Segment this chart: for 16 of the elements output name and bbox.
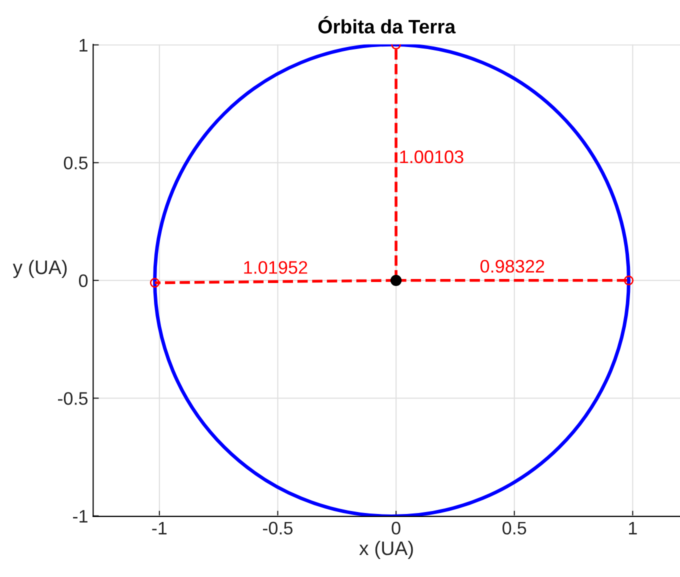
chart-title: Órbita da Terra — [318, 16, 456, 34]
y-tick-label: 0 — [78, 274, 88, 288]
annotation: 1.00103 — [400, 150, 464, 164]
annotation: 1.01952 — [244, 261, 308, 274]
x-tick-label: 0 — [392, 522, 400, 535]
x-tick-label: -0.5 — [262, 522, 293, 535]
x-tick-label: 0.5 — [502, 522, 526, 535]
x-tick-label: 1 — [629, 522, 637, 534]
y-tick-label: 0.5 — [64, 156, 88, 170]
annotation: 0.98322 — [480, 260, 544, 273]
y-tick-label: 1 — [80, 39, 88, 52]
x-tick-label: -1 — [152, 522, 167, 534]
y-axis-title: y (UA) — [12, 260, 67, 278]
y-tick-label: -1 — [73, 510, 88, 522]
y-tick-label: -0.5 — [58, 392, 88, 405]
x-axis-title: x (UA) — [359, 540, 413, 559]
